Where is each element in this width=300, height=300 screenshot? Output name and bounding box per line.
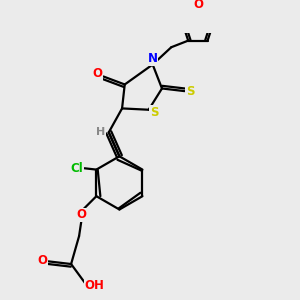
Text: OH: OH <box>84 279 104 292</box>
Text: Cl: Cl <box>70 162 83 175</box>
Text: S: S <box>150 106 158 119</box>
Text: H: H <box>96 128 105 137</box>
Text: O: O <box>193 0 203 11</box>
Text: O: O <box>77 208 87 221</box>
Text: S: S <box>186 85 195 98</box>
Text: N: N <box>148 52 158 65</box>
Text: O: O <box>93 67 103 80</box>
Text: O: O <box>38 254 48 266</box>
